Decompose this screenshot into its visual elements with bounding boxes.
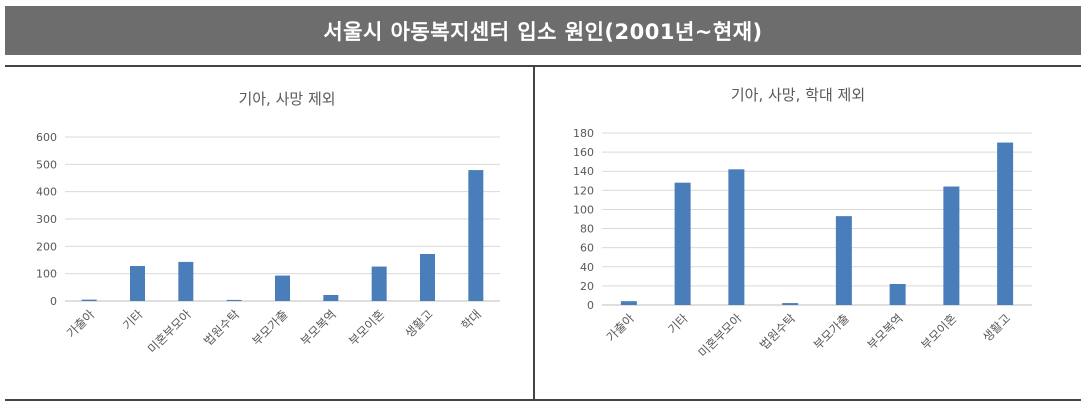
chart-title: 기아, 사망, 학대 제외 — [731, 86, 865, 104]
y-tick-label: 180 — [573, 127, 594, 140]
x-tick-label: 미혼부모아 — [696, 311, 745, 360]
y-tick-label: 0 — [587, 299, 594, 312]
y-tick-label: 140 — [573, 165, 594, 178]
y-tick-label: 120 — [573, 184, 594, 197]
bar — [620, 301, 637, 305]
y-tick-label: 0 — [50, 295, 57, 308]
bar — [178, 261, 194, 301]
y-tick-label: 600 — [36, 131, 57, 144]
x-tick-label: 부모복역 — [865, 311, 906, 352]
bar — [674, 182, 691, 305]
bar — [130, 266, 145, 301]
y-tick-label: 500 — [36, 158, 57, 171]
bar — [323, 294, 339, 301]
x-tick-label: 생활고 — [980, 311, 1013, 344]
y-tick-label: 200 — [36, 240, 57, 253]
bar — [81, 299, 97, 301]
y-tick-label: 20 — [580, 280, 594, 293]
bar — [943, 186, 960, 305]
bar — [728, 169, 745, 305]
y-tick-label: 60 — [580, 242, 594, 255]
y-tick-label: 100 — [36, 268, 57, 281]
bar — [889, 283, 906, 305]
bar — [371, 266, 387, 301]
page-title: 서울시 아동복지센터 입소 원인(2001년~현재) — [323, 19, 763, 44]
bar — [835, 216, 852, 305]
y-tick-label: 160 — [573, 146, 594, 159]
bar — [226, 299, 242, 301]
y-tick-label: 400 — [36, 186, 57, 199]
x-tick-label: 부모이혼 — [918, 311, 959, 352]
bar — [275, 275, 290, 301]
bar — [997, 142, 1014, 305]
chart-title: 기아, 사망 제외 — [238, 90, 335, 108]
y-tick-label: 80 — [580, 223, 594, 236]
x-tick-label: 부모가출 — [811, 311, 852, 352]
x-tick-label: 법원수탁 — [757, 311, 798, 352]
y-tick-label: 40 — [580, 261, 594, 274]
bar — [420, 253, 435, 301]
charts-frame — [5, 65, 1081, 401]
x-tick-label: 기타 — [665, 311, 691, 337]
y-tick-label: 100 — [573, 203, 594, 216]
page-title-banner: 서울시 아동복지센터 입소 원인(2001년~현재) — [5, 6, 1081, 55]
y-tick-label: 300 — [36, 213, 57, 226]
bar — [468, 170, 484, 301]
x-tick-label: 가출아 — [604, 311, 637, 344]
panel-divider — [533, 65, 535, 401]
bar — [782, 303, 799, 305]
